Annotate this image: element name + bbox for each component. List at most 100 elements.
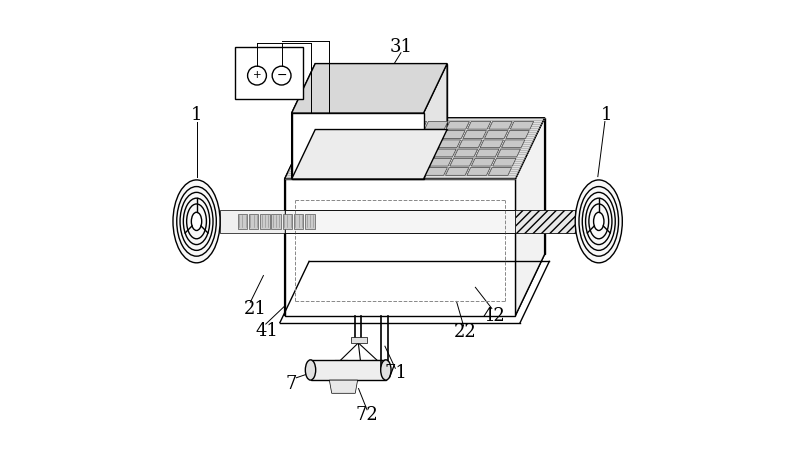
Polygon shape — [285, 118, 314, 316]
Polygon shape — [467, 122, 490, 129]
Polygon shape — [467, 168, 490, 175]
Text: 71: 71 — [385, 364, 408, 382]
Polygon shape — [510, 122, 534, 129]
Polygon shape — [446, 168, 469, 175]
Polygon shape — [424, 168, 447, 175]
Polygon shape — [282, 214, 292, 229]
Polygon shape — [238, 214, 247, 229]
Ellipse shape — [381, 360, 391, 380]
Polygon shape — [411, 149, 434, 157]
Text: 1: 1 — [190, 106, 202, 124]
Text: 21: 21 — [243, 300, 266, 317]
Polygon shape — [488, 168, 511, 175]
Polygon shape — [271, 214, 281, 229]
Polygon shape — [485, 130, 508, 138]
Circle shape — [272, 66, 291, 85]
Text: 22: 22 — [454, 323, 476, 341]
Polygon shape — [433, 149, 456, 157]
Polygon shape — [318, 122, 341, 129]
Polygon shape — [314, 118, 545, 254]
Circle shape — [247, 66, 266, 85]
Text: −: − — [276, 69, 287, 81]
Polygon shape — [369, 149, 392, 157]
Polygon shape — [515, 210, 575, 233]
Polygon shape — [292, 113, 423, 179]
Text: 1: 1 — [601, 106, 612, 124]
Polygon shape — [235, 47, 303, 99]
Polygon shape — [425, 122, 448, 129]
Polygon shape — [438, 140, 461, 147]
Ellipse shape — [575, 180, 622, 263]
Ellipse shape — [306, 360, 316, 380]
Polygon shape — [463, 130, 486, 138]
Polygon shape — [350, 337, 367, 343]
Polygon shape — [315, 64, 447, 130]
Polygon shape — [402, 168, 426, 175]
Polygon shape — [454, 149, 478, 157]
Polygon shape — [476, 149, 499, 157]
Polygon shape — [317, 168, 340, 175]
Polygon shape — [442, 130, 465, 138]
Polygon shape — [382, 168, 405, 175]
Polygon shape — [382, 122, 405, 129]
Polygon shape — [309, 140, 332, 147]
Ellipse shape — [173, 180, 220, 263]
Polygon shape — [295, 168, 319, 175]
Polygon shape — [373, 140, 396, 147]
Polygon shape — [260, 214, 270, 229]
Text: 31: 31 — [390, 38, 413, 56]
Polygon shape — [304, 149, 328, 157]
Polygon shape — [378, 130, 401, 138]
Polygon shape — [399, 130, 422, 138]
Ellipse shape — [191, 212, 202, 230]
Polygon shape — [493, 158, 516, 166]
Polygon shape — [292, 64, 315, 179]
Polygon shape — [480, 140, 503, 147]
Polygon shape — [423, 64, 447, 179]
Text: 72: 72 — [356, 406, 378, 424]
Polygon shape — [292, 64, 447, 113]
Polygon shape — [220, 210, 285, 233]
Polygon shape — [300, 158, 323, 166]
Text: 42: 42 — [483, 307, 506, 325]
Polygon shape — [429, 158, 452, 166]
Polygon shape — [294, 214, 303, 229]
Polygon shape — [285, 210, 515, 233]
Polygon shape — [249, 214, 258, 229]
Polygon shape — [338, 168, 362, 175]
Polygon shape — [285, 254, 545, 316]
Polygon shape — [360, 168, 383, 175]
Polygon shape — [322, 158, 345, 166]
Polygon shape — [352, 140, 375, 147]
Polygon shape — [489, 122, 512, 129]
Polygon shape — [339, 122, 362, 129]
Polygon shape — [306, 214, 314, 229]
Polygon shape — [285, 179, 515, 316]
Polygon shape — [314, 130, 337, 138]
Polygon shape — [347, 149, 370, 157]
Polygon shape — [361, 122, 384, 129]
Text: 7: 7 — [285, 375, 297, 393]
Polygon shape — [515, 118, 545, 316]
Ellipse shape — [594, 212, 604, 230]
Polygon shape — [506, 130, 530, 138]
Polygon shape — [356, 130, 379, 138]
Polygon shape — [416, 140, 439, 147]
Polygon shape — [515, 210, 575, 233]
Text: +: + — [253, 70, 262, 80]
Polygon shape — [450, 158, 473, 166]
Polygon shape — [407, 158, 430, 166]
Polygon shape — [310, 360, 386, 380]
Polygon shape — [420, 130, 443, 138]
Polygon shape — [330, 140, 354, 147]
Text: 41: 41 — [256, 322, 278, 340]
Polygon shape — [394, 140, 418, 147]
Polygon shape — [292, 130, 447, 179]
Polygon shape — [497, 149, 520, 157]
Polygon shape — [386, 158, 409, 166]
Polygon shape — [343, 158, 366, 166]
Polygon shape — [326, 149, 349, 157]
Polygon shape — [458, 140, 482, 147]
Polygon shape — [502, 140, 525, 147]
Polygon shape — [364, 158, 387, 166]
